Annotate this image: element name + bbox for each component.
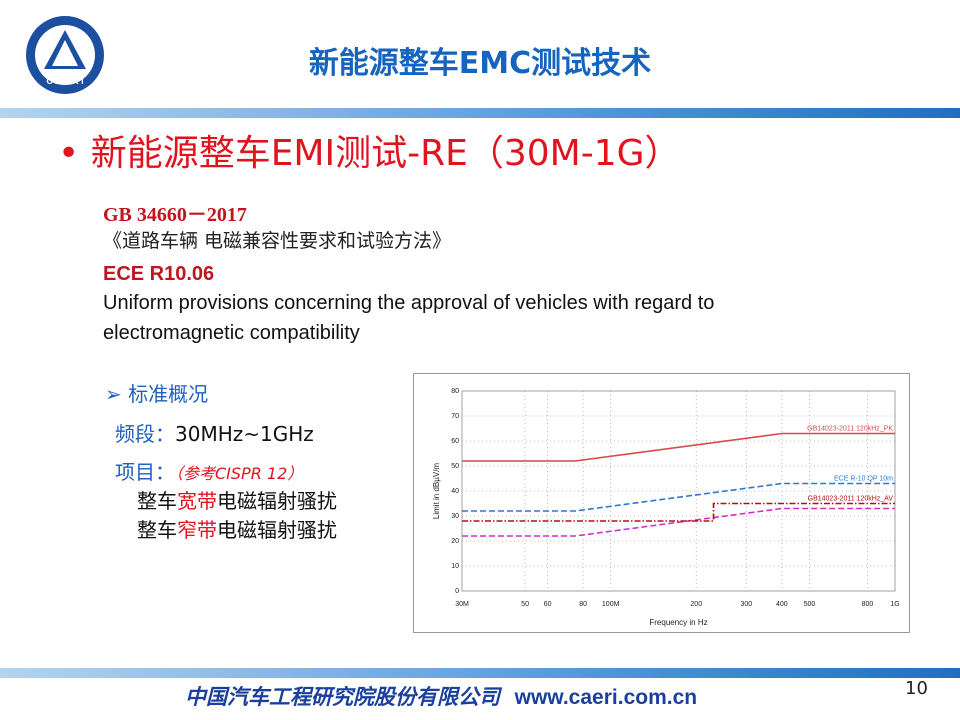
- y-axis-label: Limit in dBµV/m: [432, 463, 441, 520]
- footer: 中国汽车工程研究院股份有限公司 www.caeri.com.cn: [185, 681, 697, 711]
- series-line: [462, 482, 895, 512]
- items-line: 项目：（参考CISPR 12）: [115, 456, 303, 485]
- label: 频段：: [115, 422, 175, 446]
- url: www.caeri.com.cn: [514, 686, 698, 709]
- bullet-text: 新能源整车EMI测试-RE（30M-1G）: [90, 133, 681, 174]
- org: 中国汽车工程研究院股份有限公司: [185, 685, 500, 709]
- section-heading: ➢ 标准概况: [105, 382, 209, 406]
- highlight: 窄带: [177, 518, 217, 542]
- series-line: [462, 432, 895, 462]
- y-tick-label: 50: [451, 463, 459, 470]
- x-tick-label: 30M: [455, 601, 469, 608]
- series-label: GB14023-2011 120kHz_PK: [807, 425, 893, 432]
- y-tick-label: 70: [451, 413, 459, 420]
- x-tick-label: 100M: [602, 601, 620, 608]
- text: 整车: [137, 518, 177, 542]
- slide-title: 新能源整车EMC测试技术: [308, 46, 652, 81]
- bottom-bar: [0, 668, 960, 678]
- series-line: [462, 507, 895, 537]
- series-label: ECE R-10 QP 10m: [834, 475, 893, 482]
- y-tick-label: 40: [451, 488, 459, 495]
- bullet: • 新能源整车EMI测试-RE（30M-1G）: [58, 124, 681, 176]
- x-tick-label: 50: [521, 601, 529, 608]
- x-tick-label: 60: [544, 601, 552, 608]
- value: 30MHz~1GHz: [175, 422, 314, 446]
- standard-name: electromagnetic compatibility: [103, 322, 360, 344]
- chart: 0 10 20 30 40 50 60 70 80 30M 50 60 80 100M 200 300 400 5…: [413, 373, 910, 633]
- x-tick-label: 200: [690, 601, 702, 608]
- x-tick-label: 80: [579, 601, 587, 608]
- label: 项目：: [115, 460, 175, 484]
- logo: C A E R I: [26, 16, 104, 94]
- x-tick-label: 500: [804, 601, 816, 608]
- standard-code: GB 34660－2017: [103, 204, 247, 226]
- chart-frame: [413, 373, 910, 633]
- text: 电磁辐射骚扰: [217, 518, 337, 542]
- y-tick-label: 20: [451, 538, 459, 545]
- y-tick-label: 30: [451, 513, 459, 520]
- y-tick-label: 60: [451, 438, 459, 445]
- y-tick-label: 10: [451, 563, 459, 570]
- x-tick-label: 400: [776, 601, 788, 608]
- text: 整车: [137, 489, 177, 513]
- item: 整车窄带电磁辐射骚扰: [137, 514, 337, 543]
- item: 整车宽带电磁辐射骚扰: [137, 485, 337, 514]
- logo-text: C A E R I: [46, 76, 83, 86]
- y-tick-label: 0: [455, 588, 459, 595]
- y-tick-label: 80: [451, 388, 459, 395]
- band-line: 频段：30MHz~1GHz: [115, 418, 314, 447]
- top-bar: [0, 108, 960, 118]
- x-tick-label: 1G: [890, 601, 899, 608]
- x-axis-label: Frequency in Hz: [649, 618, 707, 627]
- page-number: 10: [905, 678, 928, 699]
- highlight: 宽带: [177, 489, 217, 513]
- standard-name: Uniform provisions concerning the approv…: [103, 292, 715, 314]
- standard-code: ECE R10.06: [103, 263, 215, 285]
- series-label: GB14023-2011 120kHz_AV: [808, 495, 894, 502]
- note: （参考CISPR 12）: [175, 464, 304, 483]
- x-tick-label: 300: [740, 601, 752, 608]
- text: 电磁辐射骚扰: [217, 489, 337, 513]
- series-line: [462, 502, 895, 522]
- bullet-marker: •: [58, 133, 80, 174]
- standard-name: 《道路车辆 电磁兼容性要求和试验方法》: [103, 230, 452, 252]
- x-tick-label: 800: [862, 601, 874, 608]
